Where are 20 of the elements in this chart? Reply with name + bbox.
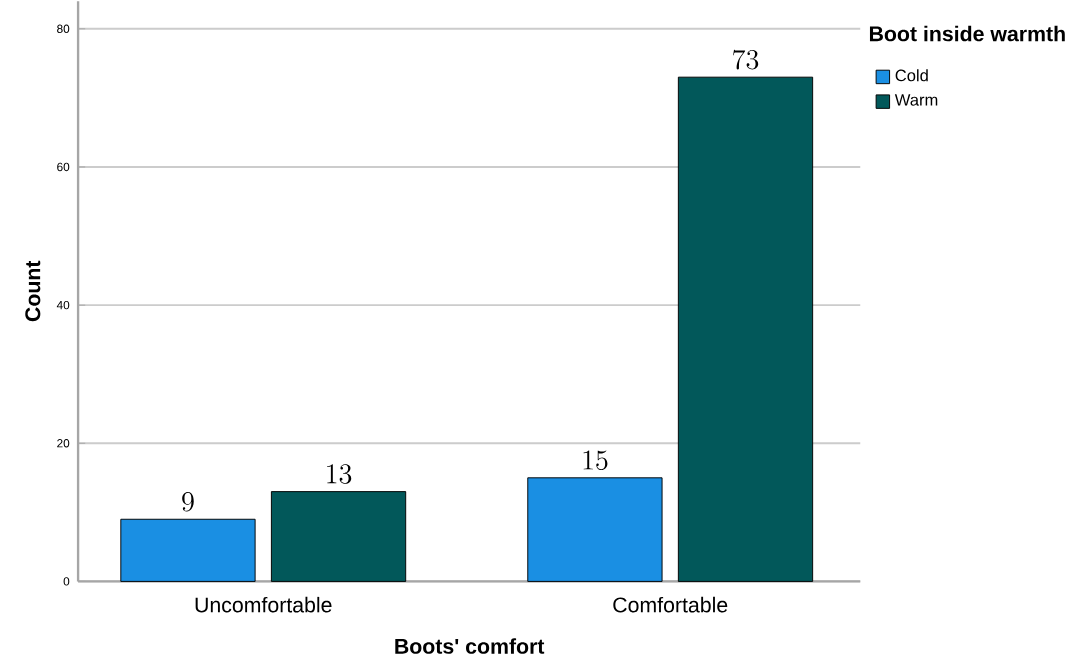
bar [120,518,256,583]
legend-label: Warm [894,94,938,106]
y-tick-label: 40 [56,301,70,310]
data-label: 73 [733,49,759,70]
data-label: 13 [327,464,352,484]
bar [677,76,814,583]
x-tick-label: Comfortable [613,596,728,613]
legend-label: Cold [895,69,928,82]
y-tick-label: 0 [63,577,70,586]
bar [527,477,663,583]
bar [270,491,407,583]
data-label: 9 [182,492,194,512]
y-tick-label: 60 [57,162,70,172]
x-tick-label: Uncomfortable [195,596,332,613]
legend-title: Boot inside warmth [869,25,1065,42]
data-label: 15 [583,450,608,471]
y-tick-label: 80 [57,24,70,34]
y-tick-label: 20 [57,439,70,448]
x-axis-title: Boots' comfort [395,638,545,654]
y-axis-title: Count [25,260,41,322]
